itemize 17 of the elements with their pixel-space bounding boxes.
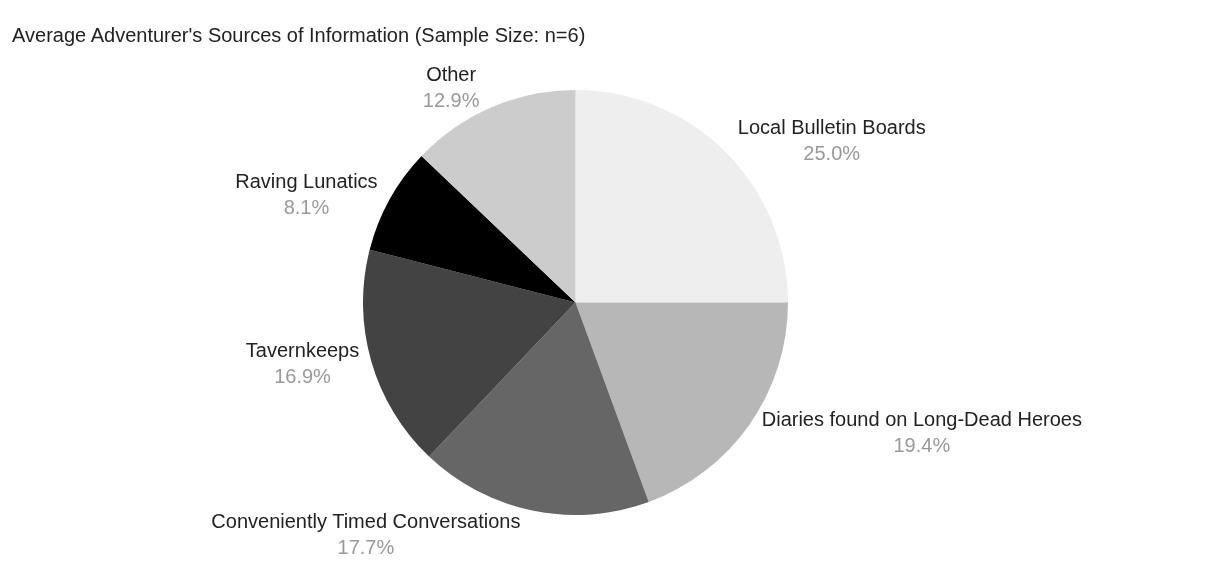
slice-label: Other bbox=[426, 62, 477, 85]
data-label: 17.7% bbox=[337, 535, 395, 558]
slice-label: Raving Lunatics bbox=[235, 169, 378, 192]
chart-title: Average Adventurer's Sources of Information (Sample Size: n=6) bbox=[12, 24, 586, 47]
slice-label: Local Bulletin Boards bbox=[737, 116, 926, 139]
data-label: 19.4% bbox=[893, 434, 951, 457]
pie-slice bbox=[363, 249, 576, 457]
data-label: 25.0% bbox=[803, 142, 861, 165]
slice-label: Diaries found on Long-Dead Heroes bbox=[761, 408, 1082, 431]
slice-label: Tavernkeeps bbox=[245, 338, 360, 361]
data-label: 16.9% bbox=[274, 364, 332, 387]
slice-label: Conveniently Timed Conversations bbox=[211, 509, 521, 532]
pie-slice bbox=[575, 90, 788, 303]
data-label: 12.9% bbox=[422, 88, 480, 111]
pie-slice bbox=[429, 302, 649, 515]
pie-slice bbox=[421, 90, 576, 303]
data-label: 8.1% bbox=[283, 195, 330, 218]
